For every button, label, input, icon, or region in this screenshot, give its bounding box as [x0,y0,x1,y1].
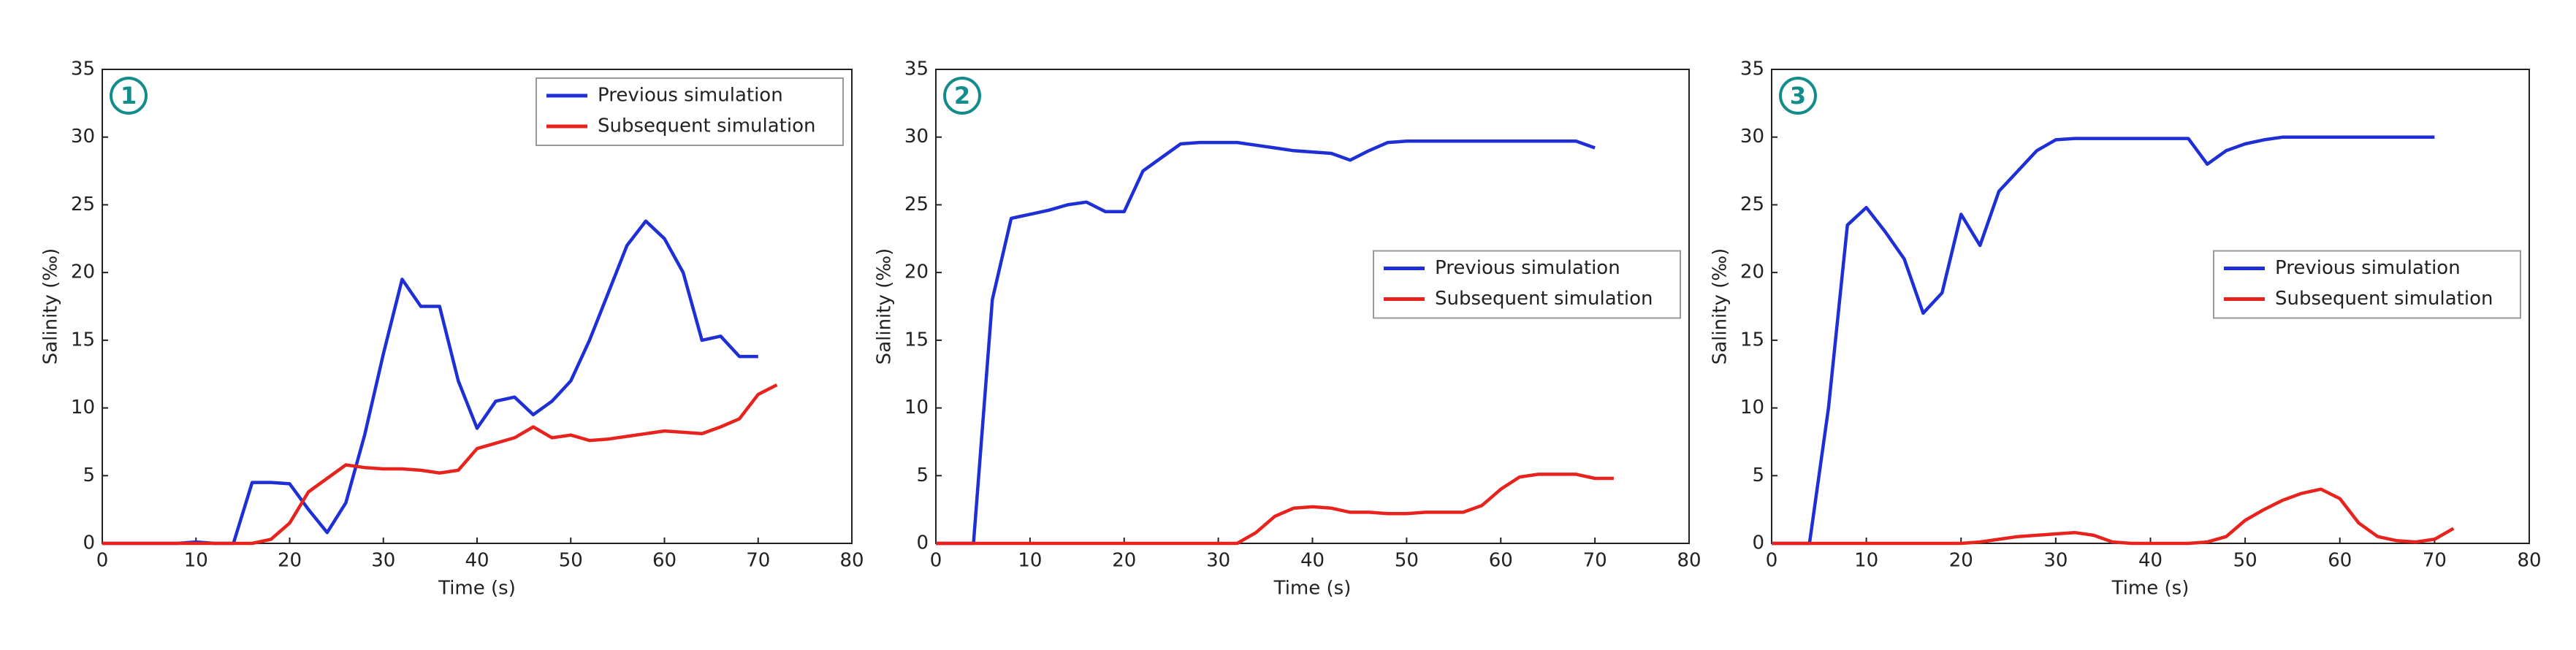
x-axis-label: Time (s) [2111,578,2190,600]
y-axis-label: Salinity (‰) [40,248,62,365]
x-tick-label: 30 [1206,550,1230,572]
panel-label: 1 [121,82,137,110]
series-line [1772,487,2455,546]
x-tick-label: 20 [1949,550,1973,572]
x-axis-label: Time (s) [438,578,516,600]
y-tick-label: 35 [904,58,929,80]
x-tick-label: 20 [278,550,302,572]
y-tick-label: 25 [1740,194,1764,215]
y-tick-label: 0 [916,532,929,554]
series-line [1772,135,2435,546]
x-tick-label: 70 [746,550,770,572]
y-tick-label: 10 [904,397,929,418]
x-tick-label: 40 [1300,550,1325,572]
panel-badge [943,77,981,115]
panel-label: 3 [1790,82,1806,110]
y-tick-label: 0 [83,532,95,554]
legend-label: Subsequent simulation [2275,288,2493,310]
x-tick-label: 60 [652,550,677,572]
y-tick-label: 5 [1752,464,1764,486]
y-tick-label: 15 [1740,329,1764,351]
x-tick-label: 50 [1395,550,1419,572]
x-tick-label: 0 [96,550,109,572]
y-tick-label: 20 [1740,261,1764,283]
legend-box [536,77,844,146]
series-line [102,383,778,546]
y-tick-label: 35 [1740,58,1764,80]
chart-panel: 0 5 10 15 20 25 30 35 0 10 20 30 40 50 60 70 80 Time (s) S… [874,58,1702,600]
series-line [936,139,1596,546]
legend-label: Previous simulation [598,85,783,107]
x-tick-label: 80 [839,550,864,572]
chart-panel: 0 5 10 15 20 25 30 35 0 10 20 30 40 50 60 70 80 Time (s) S… [40,58,864,600]
y-tick-label: 5 [916,464,929,486]
y-axis-label: Salinity (‰) [874,248,896,365]
y-axis-label: Salinity (‰) [1710,248,1731,365]
y-tick-label: 20 [71,261,95,283]
x-tick-label: 70 [1583,550,1607,572]
x-tick-label: 40 [465,550,489,572]
y-tick-label: 30 [71,126,95,148]
x-tick-label: 20 [1112,550,1136,572]
x-tick-label: 80 [2517,550,2541,572]
y-tick-label: 25 [904,194,929,215]
y-tick-label: 10 [1740,397,1764,418]
legend-label: Subsequent simulation [598,115,815,137]
x-tick-label: 50 [559,550,583,572]
series-line [936,473,1614,546]
x-tick-label: 40 [2138,550,2162,572]
legend-box [2213,250,2521,319]
x-tick-label: 60 [2328,550,2352,572]
x-tick-label: 10 [1854,550,1878,572]
x-tick-label: 50 [2233,550,2257,572]
chart-panel: 0 5 10 15 20 25 30 35 0 10 20 30 40 50 60 70 80 Time (s) S… [1710,58,2542,600]
y-tick-label: 10 [71,397,95,418]
series-line [102,219,758,546]
x-tick-label: 0 [1766,550,1778,572]
y-tick-label: 0 [1752,532,1764,554]
panel-badge [110,77,148,115]
x-tick-label: 60 [1489,550,1513,572]
y-tick-label: 25 [71,194,95,215]
y-tick-label: 35 [71,58,95,80]
x-tick-label: 0 [930,550,942,572]
legend-box [1373,250,1681,319]
legend-label: Previous simulation [2275,257,2461,279]
y-tick-label: 30 [904,126,929,148]
y-tick-label: 15 [904,329,929,351]
y-tick-label: 15 [71,329,95,351]
x-tick-label: 10 [1018,550,1042,572]
x-axis-label: Time (s) [1273,578,1352,600]
legend-label: Previous simulation [1435,257,1620,279]
y-tick-label: 5 [83,464,95,486]
x-tick-label: 30 [371,550,395,572]
panel-label: 2 [954,82,970,110]
y-tick-label: 30 [1740,126,1764,148]
x-tick-label: 10 [184,550,208,572]
panel-badge [1779,77,1817,115]
x-tick-label: 30 [2043,550,2068,572]
x-tick-label: 80 [1677,550,1701,572]
x-tick-label: 70 [2423,550,2447,572]
legend-label: Subsequent simulation [1435,288,1653,310]
y-tick-label: 20 [904,261,929,283]
